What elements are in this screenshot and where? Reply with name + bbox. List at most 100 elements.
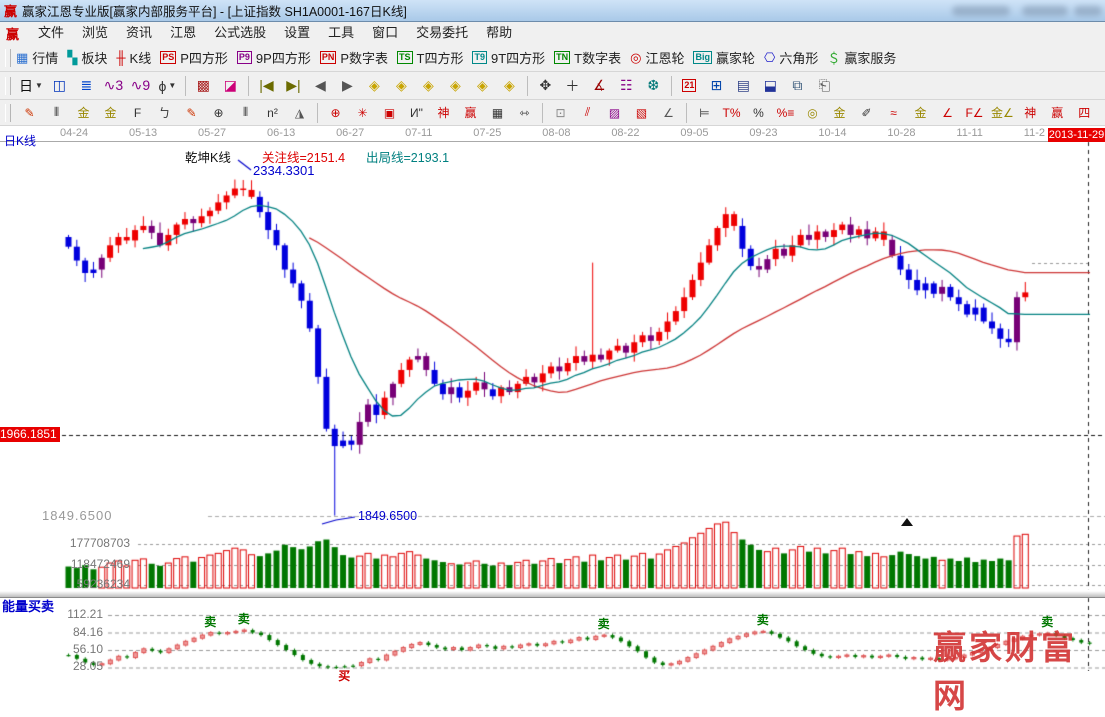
- sell-signal-mark: 卖: [237, 612, 250, 627]
- toolbar-button-info-panel[interactable]: ≣: [73, 73, 100, 98]
- toolbar-button-save[interactable]: ⬓: [757, 73, 784, 98]
- toolbar-button-fan-box-purple[interactable]: ▨: [601, 100, 628, 125]
- toolbar-button-price-scale[interactable]: ⊨: [691, 100, 718, 125]
- kline-chart-canvas[interactable]: [0, 126, 1105, 671]
- toolbar-button-draw-pen[interactable]: ✎: [16, 100, 43, 125]
- menu-item-7[interactable]: 窗口: [372, 25, 399, 40]
- toolbar-button-wave-9[interactable]: ∿9: [127, 73, 154, 98]
- toolbar-button-wave-tool[interactable]: ≈: [880, 100, 907, 125]
- menu-item-6[interactable]: 工具: [328, 25, 355, 40]
- toolbar-button-gold-ratio-comb-1[interactable]: 金: [70, 100, 97, 125]
- toolbar-button-t-square[interactable]: TS T四方形: [397, 48, 463, 67]
- toolbar-button-step-forward[interactable]: ▶: [334, 73, 361, 98]
- web-box-icon: ▣: [383, 105, 396, 120]
- toolbar-button-ying-grid[interactable]: 赢: [457, 100, 484, 125]
- titlebar-blurred-item: [952, 6, 1010, 16]
- toolbar-button-hexagon[interactable]: ⎔ 六角形: [764, 48, 818, 67]
- menu-item-0[interactable]: 文件: [38, 25, 65, 40]
- toolbar-button-angle-plain[interactable]: ∠: [655, 100, 682, 125]
- toolbar-button-p-square[interactable]: PS P四方形: [160, 48, 228, 67]
- toolbar-button-step-back[interactable]: ◀: [307, 73, 334, 98]
- toolbar-button-percent-tool[interactable]: T%: [718, 100, 745, 125]
- toolbar-button-brush[interactable]: ✐: [853, 100, 880, 125]
- menu-item-4[interactable]: 公式选股: [214, 25, 267, 40]
- toolbar-button-pattern-window[interactable]: ◫: [46, 73, 73, 98]
- toolbar-button-percent-lines[interactable]: %≡: [772, 100, 799, 125]
- toolbar-button-ying-angle[interactable]: 赢: [1044, 100, 1071, 125]
- toolbar-button-9p-square[interactable]: P9 9P四方形: [236, 48, 311, 67]
- toolbar-button-t-number-table[interactable]: TN T数字表: [554, 48, 621, 67]
- indicator-flask-icon: ϕ: [158, 77, 167, 94]
- toolbar-button-goto-last[interactable]: ▶|: [280, 73, 307, 98]
- toolbar-button-gann-wheel[interactable]: ◎ 江恩轮: [630, 48, 684, 67]
- toolbar-button-diamond-shift-left[interactable]: ◈: [361, 73, 388, 98]
- toolbar-button-indicator-flask[interactable]: ϕ ▼: [158, 77, 177, 94]
- toolbar-button-n-quote[interactable]: И": [403, 100, 430, 125]
- toolbar-button-sectors[interactable]: ▚ 板块: [67, 48, 107, 67]
- toolbar-button-cycle-comb[interactable]: ⊕: [205, 100, 232, 125]
- toolbar-button-kline[interactable]: ╫ K线: [116, 48, 151, 67]
- toolbar-button-diamond-expand-h[interactable]: ◈: [415, 73, 442, 98]
- menu-item-8[interactable]: 交易委托: [416, 25, 469, 40]
- toolbar-button-winner-wheel[interactable]: Big 赢家轮: [693, 48, 755, 67]
- menu-item-1[interactable]: 浏览: [82, 25, 109, 40]
- menu-item-5[interactable]: 设置: [284, 25, 311, 40]
- toolbar-button-diamond-compress[interactable]: ◈: [442, 73, 469, 98]
- toolbar-button-target-circle[interactable]: ⊕: [322, 100, 349, 125]
- toolbar-button-f-angle[interactable]: F∠: [961, 100, 988, 125]
- toolbar-button-shen-angle[interactable]: 神: [1017, 100, 1044, 125]
- toolbar-button-9t-square[interactable]: T9 9T四方形: [472, 48, 545, 67]
- toolbar-button-box-frame[interactable]: ⊡: [547, 100, 574, 125]
- toolbar-button-fan-red[interactable]: ⫽: [574, 100, 601, 125]
- toolbar-button-angle-measure[interactable]: ∡: [586, 73, 613, 98]
- menu-item-3[interactable]: 江恩: [170, 25, 197, 40]
- toolbar-button-ruler-grid[interactable]: ▦: [484, 100, 511, 125]
- toolbar-button-gold-lines[interactable]: 金: [826, 100, 853, 125]
- toolbar-button-comb-plain[interactable]: ⫴: [232, 100, 259, 125]
- toolbar-button-diamond-shift-right[interactable]: ◈: [388, 73, 415, 98]
- toolbar-button-print[interactable]: ⎗: [811, 73, 838, 98]
- toolbar-button-gold-ratio-comb-2[interactable]: 金: [97, 100, 124, 125]
- toolbar-button-pen-comb[interactable]: ✎: [178, 100, 205, 125]
- toolbar-button-pan-hand[interactable]: ✥: [532, 73, 559, 98]
- toolbar-button-si-angle[interactable]: 四: [1071, 100, 1098, 125]
- toolbar-button-spiral-tool[interactable]: ❆: [640, 73, 667, 98]
- toolbar-button-qiankun-pattern[interactable]: ▩: [190, 73, 217, 98]
- toolbar-button-quotes[interactable]: ▦ 行情: [16, 48, 58, 67]
- toolbar-button-export[interactable]: ⧉: [784, 73, 811, 98]
- toolbar-button-p-number-table[interactable]: PN P数字表: [319, 48, 388, 67]
- toolbar-button-winner-service[interactable]: ＄赢家服务: [827, 48, 896, 67]
- toolbar-button-width-measure[interactable]: ⇿: [511, 100, 538, 125]
- toolbar-button-wave-3[interactable]: ∿3: [100, 73, 127, 98]
- toolbar-button-crosshair-tool[interactable]: ＋: [559, 73, 586, 98]
- toolbar-button-period-day-selector[interactable]: 日 ▼: [19, 77, 43, 94]
- toolbar-button-diamond-expand-all[interactable]: ◈: [469, 73, 496, 98]
- toolbar-button-calculator[interactable]: ⊞: [703, 73, 730, 98]
- toolbar-button-time-comb[interactable]: ⫴: [43, 100, 70, 125]
- toolbar-button-j-angle[interactable]: ∠: [934, 100, 961, 125]
- toolbar-button-n-square[interactable]: n²: [259, 100, 286, 125]
- toolbar-button-prism[interactable]: ◮: [286, 100, 313, 125]
- menu-item-2[interactable]: 资讯: [126, 25, 153, 40]
- toolbar-button-gold-circle[interactable]: ◎: [799, 100, 826, 125]
- toolbar-button-color-chart[interactable]: ◪: [217, 73, 244, 98]
- menu-item-9[interactable]: 帮助: [486, 25, 513, 40]
- toolbar-button-gold-angle[interactable]: 金: [907, 100, 934, 125]
- toolbar-button-notepad[interactable]: ▤: [730, 73, 757, 98]
- toolbar-button-goto-first[interactable]: |◀: [253, 73, 280, 98]
- toolbar-button-gann-box-tool[interactable]: ☷: [613, 73, 640, 98]
- toolbar-button-spiral-comb[interactable]: ㄅ: [151, 100, 178, 125]
- sectors-icon: ▚: [67, 49, 78, 65]
- crosshair-tool-icon: ＋: [565, 77, 580, 94]
- toolbar-button-diamond-expand-v[interactable]: ◈: [496, 73, 523, 98]
- toolbar-button-calendar[interactable]: 21: [682, 79, 697, 92]
- toolbar-button-percent[interactable]: %: [745, 100, 772, 125]
- toolbar-button-web-box[interactable]: ▣: [376, 100, 403, 125]
- panel-separator[interactable]: [0, 590, 1105, 598]
- toolbar-button-fib-comb[interactable]: F: [124, 100, 151, 125]
- toolbar-button-web-star[interactable]: ✳: [349, 100, 376, 125]
- toolbar-button-shen-grid[interactable]: 神: [430, 100, 457, 125]
- toolbar-button-fan-box-red[interactable]: ▧: [628, 100, 655, 125]
- fib-comb-icon: F: [133, 105, 142, 120]
- toolbar-button-gold-angle-2[interactable]: 金∠: [988, 100, 1017, 125]
